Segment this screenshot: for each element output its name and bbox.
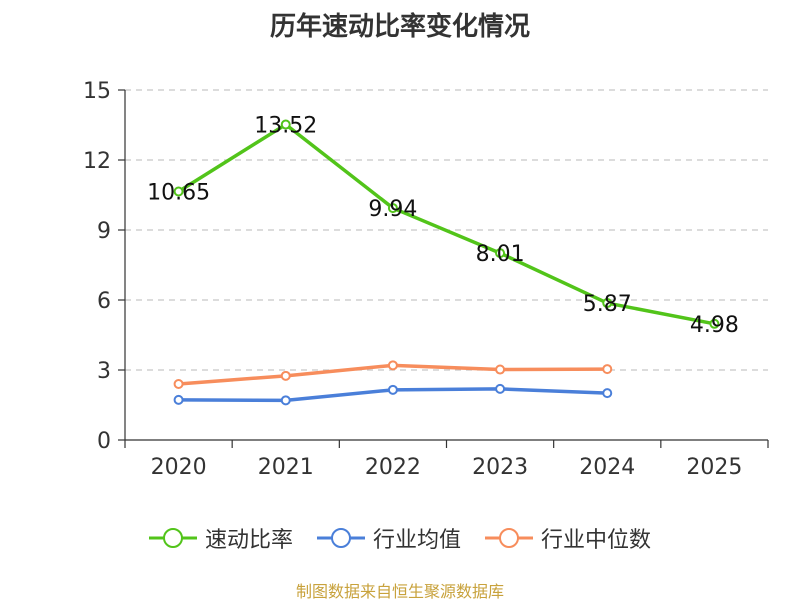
y-tick-label: 9 xyxy=(97,219,111,244)
y-tick-label: 6 xyxy=(97,289,111,314)
axis-layer: 0 3 6 9 12 15 2020 2021 2022 2023 2024 2025 xyxy=(83,79,769,480)
legend-swatch xyxy=(485,528,533,548)
legend: 速动比率 行业均值 行业中位数 xyxy=(0,518,800,558)
y-tick-label: 15 xyxy=(83,79,111,104)
legend-item-1[interactable]: 行业均值 xyxy=(316,522,461,554)
y-tick-label: 0 xyxy=(97,429,111,454)
data-point xyxy=(173,394,184,405)
data-point xyxy=(602,388,613,399)
data-label: 13.52 xyxy=(254,114,317,139)
y-tick-label: 3 xyxy=(97,359,111,384)
chart-title: 历年速动比率变化情况 xyxy=(269,12,530,42)
data-point xyxy=(495,383,506,394)
data-label: 9.94 xyxy=(368,197,417,222)
data-point xyxy=(387,384,398,395)
data-label: 10.65 xyxy=(147,181,210,206)
data-point xyxy=(173,379,184,389)
data-point xyxy=(709,318,720,329)
series-line-0 xyxy=(177,122,715,326)
x-tick-label: 2024 xyxy=(579,455,635,480)
data-point xyxy=(602,298,613,309)
data-label: 5.87 xyxy=(583,292,632,317)
legend-marker xyxy=(499,528,519,548)
data-point xyxy=(173,186,184,197)
data-point xyxy=(387,203,398,214)
series-layer xyxy=(173,119,720,406)
data-point xyxy=(280,395,291,406)
x-tick-label: 2021 xyxy=(258,455,314,480)
data-point xyxy=(387,360,398,371)
data-label: 8.01 xyxy=(476,242,525,267)
source-note: 制图数据来自恒生聚源数据库 xyxy=(295,582,504,601)
legend-marker xyxy=(162,528,183,548)
legend-item-2[interactable]: 行业中位数 xyxy=(485,522,651,554)
x-tick-label: 2023 xyxy=(472,455,528,480)
x-tick-label: 2020 xyxy=(151,455,207,480)
legend-item-0[interactable]: 速动比率 xyxy=(148,522,293,554)
x-tick-label: 2022 xyxy=(365,455,421,480)
legend-swatch xyxy=(148,528,197,548)
legend-marker xyxy=(330,528,351,548)
data-label: 4.98 xyxy=(690,313,739,338)
legend-label: 行业中位数 xyxy=(541,528,652,553)
legend-swatch xyxy=(316,528,365,548)
data-point xyxy=(602,364,613,375)
legend-label: 速动比率 xyxy=(204,528,293,553)
x-tick-label: 2025 xyxy=(686,455,742,480)
legend-label: 行业均值 xyxy=(372,528,461,553)
data-point xyxy=(280,370,291,381)
y-tick-label: 12 xyxy=(83,149,111,174)
data-point xyxy=(495,248,506,259)
data-point xyxy=(495,364,506,375)
label-layer: 10.65 13.52 9.94 8.01 5.87 4.98 xyxy=(147,114,739,338)
data-point xyxy=(280,119,291,130)
